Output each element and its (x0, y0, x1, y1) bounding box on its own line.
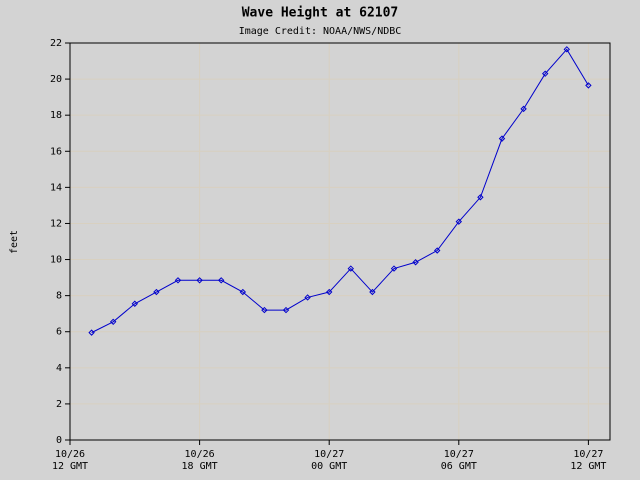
point (369, 288, 376, 296)
plot-area (69, 42, 611, 441)
y-tick-label: 20 (50, 74, 62, 85)
y-axis-label: feet (9, 230, 20, 254)
y-tick-label: 6 (56, 327, 62, 338)
point (131, 300, 139, 307)
point (153, 288, 160, 296)
y-tick-label: 8 (56, 291, 62, 302)
x-tick-label: 10/26 18 GMT (182, 449, 218, 472)
point (433, 247, 441, 254)
point (196, 277, 203, 284)
point (217, 277, 225, 284)
point (109, 318, 117, 326)
y-tick-label: 22 (50, 38, 62, 49)
y-tick-label: 12 (50, 218, 62, 229)
y-tick-label: 2 (56, 399, 62, 410)
point (239, 288, 247, 296)
x-tick-label: 10/27 12 GMT (570, 449, 606, 472)
x-tick-label: 10/26 12 GMT (52, 449, 88, 472)
point (261, 306, 268, 314)
x-tick-label: 10/27 00 GMT (311, 449, 347, 472)
y-tick-label: 18 (50, 110, 62, 121)
point (455, 218, 463, 225)
point (541, 70, 549, 77)
chart-title: Wave Height at 62107 (242, 6, 399, 21)
point (520, 105, 527, 113)
point (174, 277, 182, 284)
y-tick-label: 16 (50, 146, 62, 157)
point (88, 329, 95, 336)
series-line (91, 48, 589, 334)
y-tick-label: 14 (50, 182, 62, 193)
point (563, 46, 571, 53)
point (347, 265, 355, 272)
point (412, 259, 419, 266)
point (282, 306, 290, 314)
point (498, 135, 506, 142)
point (477, 194, 484, 201)
y-tick-label: 4 (56, 363, 62, 374)
x-tick-label: 10/27 06 GMT (441, 449, 477, 472)
y-tick-label: 10 (50, 255, 62, 266)
point (325, 288, 333, 296)
y-tick-label: 0 (56, 435, 62, 446)
point (390, 265, 398, 272)
point (585, 82, 592, 89)
chart-subtitle: Image Credit: NOAA/NWS/NDBC (239, 26, 402, 37)
point (304, 294, 311, 301)
